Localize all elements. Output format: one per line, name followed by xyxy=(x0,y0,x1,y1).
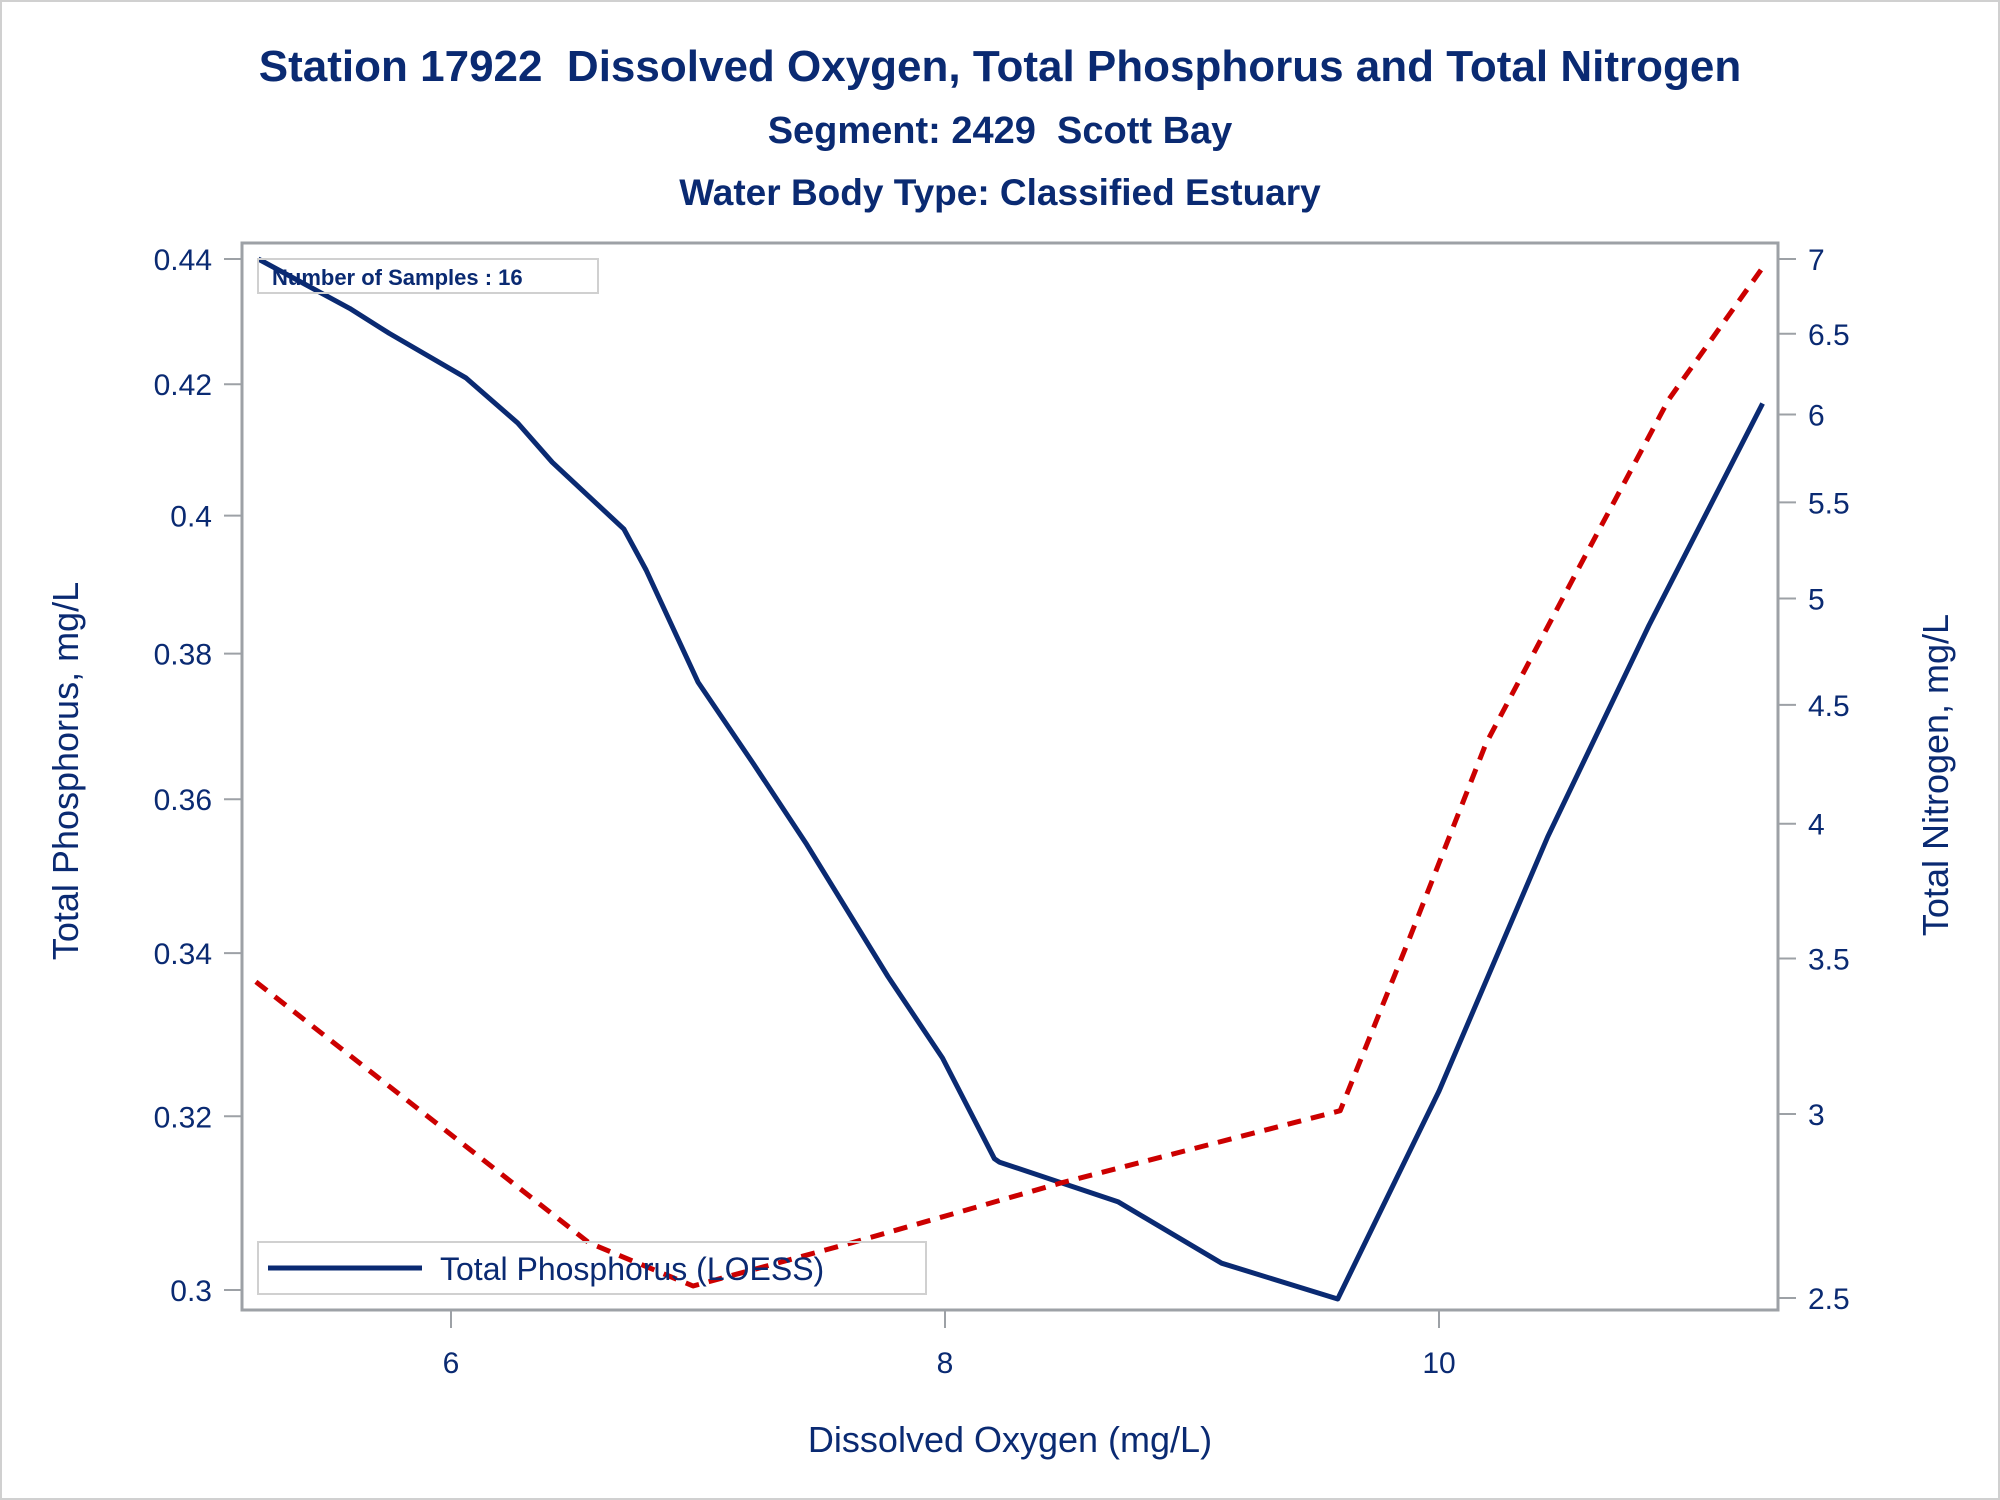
y-tick-label-left: 0.42 xyxy=(154,369,212,402)
x-axis-title: Dissolved Oxygen (mg/L) xyxy=(808,1419,1212,1460)
y-tick-label-right: 3.5 xyxy=(1808,943,1850,976)
overlay: Number of Samples : 16 Total Phosphorus … xyxy=(257,258,927,1295)
legend-box xyxy=(257,1241,927,1295)
y-tick-label-left: 0.4 xyxy=(170,501,212,534)
y-tick-label-right: 7 xyxy=(1808,244,1825,277)
y-tick-label-right: 2.5 xyxy=(1808,1283,1850,1316)
y-tick-label-right: 5 xyxy=(1808,584,1825,617)
chart-subtitle-water-body: Water Body Type: Classified Estuary xyxy=(679,172,1321,213)
plot-area-border xyxy=(240,241,1780,1312)
chart-subtitle-segment: Segment: 2429 Scott Bay xyxy=(767,110,1233,152)
sample-count-annotation: Number of Samples : 16 xyxy=(272,265,523,290)
y-tick-label-left: 0.38 xyxy=(154,639,212,672)
y-tick-label-right: 5.5 xyxy=(1808,487,1850,520)
y-tick-label-left: 0.44 xyxy=(154,244,212,277)
y-tick-label-right: 6 xyxy=(1808,400,1825,433)
axes: 6 8 10 0.3 0.32 0.34 0.36 0.38 0.4 0.42 0.44 2.5 3 3.… xyxy=(154,241,1850,1380)
series-layer xyxy=(254,256,1765,1302)
y-tick-label-left: 0.3 xyxy=(170,1275,212,1308)
series-line-total-nitrogen xyxy=(254,266,1765,1289)
y-tick-label-right: 3 xyxy=(1808,1099,1825,1132)
x-tick-label: 10 xyxy=(1422,1347,1455,1380)
x-tick-label: 6 xyxy=(443,1347,460,1380)
x-tick-label: 8 xyxy=(937,1347,954,1380)
y-tick-label-right: 4.5 xyxy=(1808,690,1850,723)
legend-label-total-phosphorus: Total Phosphorus (LOESS) xyxy=(440,1251,824,1287)
y-axis-title-left: Total Phosphorus, mg/L xyxy=(45,582,86,960)
y-tick-label-left: 0.36 xyxy=(154,784,212,817)
series-line-total-phosphorus xyxy=(257,256,1765,1302)
y-tick-label-left: 0.32 xyxy=(154,1101,212,1134)
y-axis-title-right: Total Nitrogen, mg/L xyxy=(1915,614,1956,936)
y-tick-label-right: 4 xyxy=(1808,809,1825,842)
annotation-box xyxy=(257,258,599,294)
y-tick-label-right: 6.5 xyxy=(1808,319,1850,352)
chart-title: Station 17922 Dissolved Oxygen, Total Ph… xyxy=(258,42,1742,91)
y-tick-label-left: 0.34 xyxy=(154,938,212,971)
